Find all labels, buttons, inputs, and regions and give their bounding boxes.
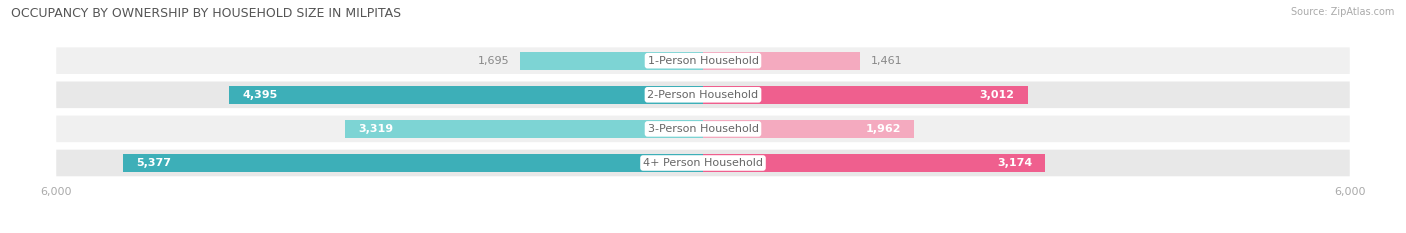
Text: 3-Person Household: 3-Person Household: [648, 124, 758, 134]
Text: 3,012: 3,012: [980, 90, 1015, 100]
Text: 4+ Person Household: 4+ Person Household: [643, 158, 763, 168]
Bar: [124, 154, 703, 172]
Text: 1,695: 1,695: [478, 56, 509, 66]
Bar: [346, 120, 703, 138]
Text: 3,174: 3,174: [997, 158, 1032, 168]
Bar: [703, 52, 860, 70]
Text: 1,461: 1,461: [872, 56, 903, 66]
Text: 1,962: 1,962: [866, 124, 901, 134]
FancyBboxPatch shape: [56, 47, 1350, 74]
Text: 1-Person Household: 1-Person Household: [648, 56, 758, 66]
Bar: [703, 154, 1045, 172]
Bar: [703, 120, 914, 138]
FancyBboxPatch shape: [56, 150, 1350, 176]
Bar: [229, 86, 703, 104]
FancyBboxPatch shape: [56, 116, 1350, 142]
Text: Source: ZipAtlas.com: Source: ZipAtlas.com: [1291, 7, 1395, 17]
Text: 4,395: 4,395: [242, 90, 277, 100]
FancyBboxPatch shape: [56, 82, 1350, 108]
Bar: [703, 86, 1028, 104]
Bar: [520, 52, 703, 70]
Legend: Owner-occupied, Renter-occupied: Owner-occupied, Renter-occupied: [582, 230, 824, 233]
Text: 5,377: 5,377: [136, 158, 172, 168]
Text: OCCUPANCY BY OWNERSHIP BY HOUSEHOLD SIZE IN MILPITAS: OCCUPANCY BY OWNERSHIP BY HOUSEHOLD SIZE…: [11, 7, 401, 20]
Text: 2-Person Household: 2-Person Household: [647, 90, 759, 100]
Text: 3,319: 3,319: [359, 124, 394, 134]
